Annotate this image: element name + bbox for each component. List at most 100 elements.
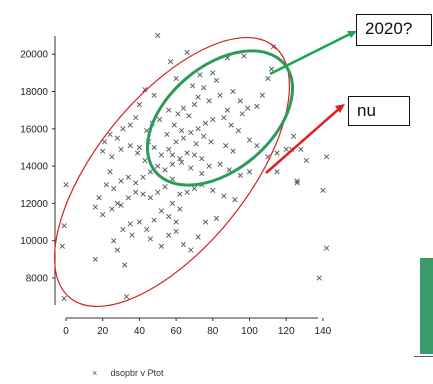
data-point [290, 133, 297, 139]
data-point [127, 122, 133, 128]
data-point [298, 146, 304, 152]
annotation-overlays [53, 31, 357, 308]
data-point [195, 234, 201, 240]
data-point [169, 176, 176, 182]
green-arrow [269, 31, 353, 76]
y-tick-label: 8000 [26, 274, 49, 285]
data-point [158, 208, 165, 214]
x-tick-label: 0 [63, 326, 69, 337]
y-tick-label: 14000 [20, 162, 48, 173]
data-point [109, 206, 115, 212]
data-point [241, 53, 247, 59]
x-tick-label: 100 [241, 326, 258, 337]
data-point [316, 275, 322, 281]
data-point [136, 144, 143, 151]
data-point [147, 169, 154, 175]
data-point [118, 202, 124, 208]
data-point [169, 161, 176, 167]
data-point [237, 172, 243, 179]
data-point [210, 187, 216, 193]
x-tick-label: 60 [171, 326, 183, 337]
y-tick-label: 12000 [20, 199, 48, 210]
data-point [107, 131, 113, 138]
legend: × dsopbr v Ptot [92, 368, 164, 378]
data-point [92, 256, 98, 262]
data-point [133, 189, 139, 195]
data-point [217, 161, 223, 167]
data-point [221, 193, 227, 199]
data-point [239, 111, 245, 117]
data-point [140, 191, 146, 197]
data-point [180, 241, 187, 248]
x-tick-label: 140 [315, 326, 332, 337]
data-point [120, 226, 126, 233]
data-point [195, 94, 201, 100]
data-point [186, 113, 192, 119]
data-point [223, 142, 229, 149]
data-point [323, 154, 330, 160]
data-point [158, 152, 165, 158]
data-point [107, 169, 113, 175]
data-point [188, 129, 194, 136]
data-point [177, 191, 183, 197]
x-tick-label: 80 [207, 326, 219, 337]
data-point [164, 131, 170, 138]
data-point [230, 148, 236, 154]
data-point [129, 232, 135, 238]
data-point [151, 92, 157, 98]
x-tick-label: 40 [134, 326, 146, 337]
data-point [274, 169, 280, 175]
data-point [155, 189, 161, 195]
data-point [202, 120, 209, 126]
data-point [142, 157, 148, 164]
x-tick-label: 20 [97, 326, 109, 337]
y-tick-label: 18000 [20, 87, 48, 98]
data-point [173, 228, 179, 234]
data-point [109, 154, 115, 160]
data-point [224, 107, 231, 113]
green-ellipse-annotation [145, 49, 295, 187]
data-point [303, 157, 310, 164]
x-tick-label: 120 [278, 326, 295, 337]
data-point [178, 159, 185, 165]
data-point [254, 142, 260, 149]
y-tick-label: 16000 [20, 124, 48, 135]
data-point [189, 83, 196, 89]
data-point [191, 101, 198, 108]
data-point [202, 219, 209, 225]
data-point [177, 156, 183, 162]
annotation-2020-label: 2020? [356, 14, 432, 46]
data-point [175, 111, 181, 117]
data-point [210, 70, 216, 76]
data-point [197, 72, 203, 78]
data-point [140, 174, 146, 180]
data-point [147, 236, 154, 242]
red-arrowhead [335, 104, 345, 113]
data-point [177, 206, 183, 212]
data-point [201, 133, 207, 139]
data-point [201, 85, 207, 91]
data-point [136, 101, 143, 108]
data-point [147, 195, 154, 201]
data-point [155, 163, 161, 169]
annotation-nu-label: nu [348, 96, 410, 126]
data-point [125, 195, 132, 201]
data-point [213, 77, 220, 83]
data-point [114, 247, 120, 253]
data-point [61, 223, 67, 229]
data-point [127, 142, 133, 149]
bottom-rule-fragment [414, 356, 433, 357]
data-point [134, 150, 141, 156]
data-point [127, 221, 133, 227]
data-point [213, 215, 220, 221]
legend-label: dsopbr v Ptot [110, 368, 164, 378]
data-point [246, 137, 253, 143]
green-bar-fragment [420, 258, 433, 354]
data-point [162, 167, 168, 173]
data-point [184, 189, 190, 195]
data-point [111, 185, 117, 192]
data-point [259, 92, 265, 98]
data-point [274, 150, 280, 156]
data-point [199, 156, 205, 162]
